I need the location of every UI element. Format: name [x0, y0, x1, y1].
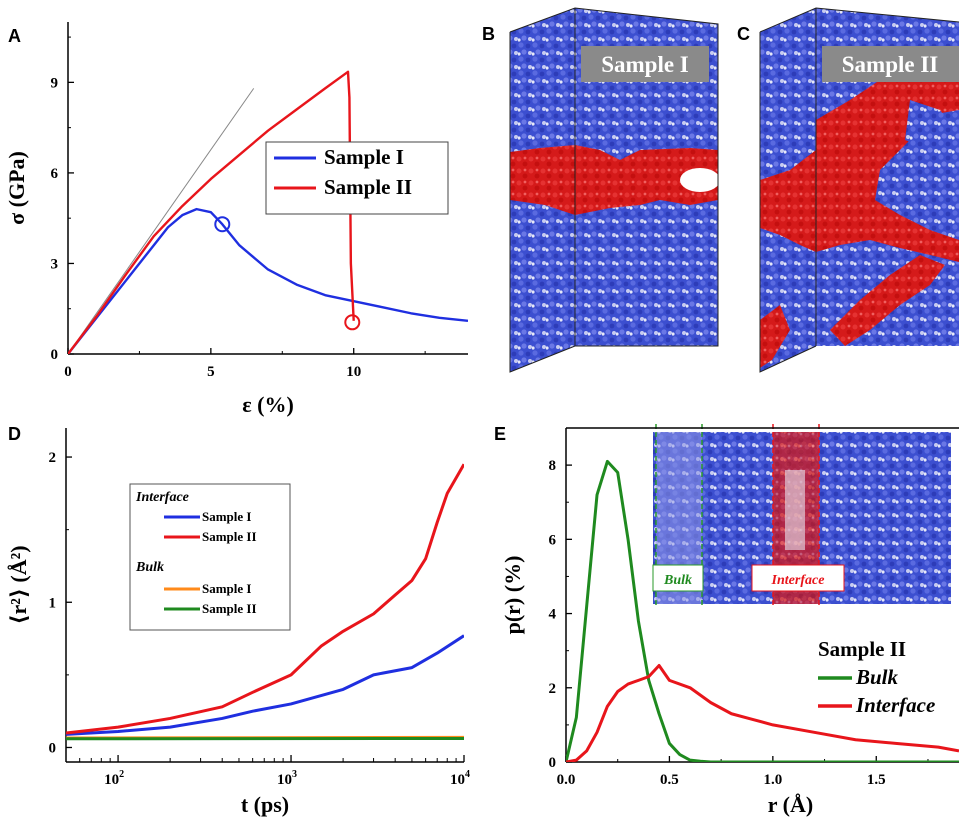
inset-label-interface: Interface — [771, 573, 825, 588]
marker-A — [344, 314, 361, 331]
x-tick-label-E: 0.5 — [660, 772, 679, 788]
panel-label-A: A — [8, 26, 21, 46]
x-tick-exp-D: 3 — [292, 769, 297, 780]
x-tick-label-E: 1.5 — [867, 772, 886, 788]
x-tick-exp-D: 4 — [465, 769, 470, 780]
series-line-A — [68, 207, 468, 354]
chart-E: 0.0 0.5 1.0 1.5 0 2 4 6 8 r (Å) p(r) (%) Bulk Interf… — [500, 424, 959, 817]
x-tick-label-E: 0.0 — [557, 772, 576, 788]
panel-label-E: E — [494, 424, 506, 444]
sample-I-label-box — [581, 46, 709, 82]
legend-label-A: Sample II — [324, 175, 412, 199]
legend-label-D: Sample II — [202, 601, 257, 616]
y-tick-label-E: 0 — [549, 755, 557, 771]
x-tick-label-E: 1.0 — [763, 772, 782, 788]
legend-title-E: Sample II — [818, 637, 906, 661]
y-tick-label-E: 4 — [549, 607, 557, 623]
legend-box-D — [129, 483, 291, 631]
inset-snapshot — [652, 424, 951, 606]
x-tick-label-D: 103 — [277, 769, 297, 788]
x-tick-label-A: 5 — [207, 364, 215, 380]
panel-label-D: D — [8, 424, 21, 444]
series-line-D — [66, 463, 464, 735]
y-tick-label-A: 3 — [51, 256, 59, 272]
sample-I-label: Sample I — [601, 52, 689, 77]
y-tick-label-D: 1 — [49, 595, 57, 611]
y-tick-label-E: 6 — [549, 532, 557, 548]
y-axis-label-A: σ (GPa) — [4, 151, 29, 225]
legend-label-E: Interface — [855, 693, 935, 717]
legend-box-A — [265, 141, 449, 215]
x-tick-label-D: 104 — [450, 769, 470, 788]
legend-group-label-D: Interface — [135, 490, 189, 505]
plot-area-D — [66, 463, 464, 741]
panel-label-B: B — [482, 24, 495, 44]
legend-group-label-D: Bulk — [135, 560, 164, 575]
y-tick-label-E: 2 — [549, 681, 557, 697]
reference-line-A — [68, 88, 255, 354]
series-line-A — [68, 70, 355, 354]
y-tick-label-A: 0 — [51, 347, 59, 363]
legend-label-E: Bulk — [855, 665, 899, 689]
plot-area-E — [566, 459, 959, 762]
y-tick-label-D: 0 — [49, 740, 57, 756]
x-axis-label-D: t (ps) — [241, 792, 289, 817]
x-tick-label-D: 102 — [104, 769, 124, 788]
chart-A: 0 5 10 0 3 6 9 ε (%) σ (GPa) Sample I Sample II — [4, 22, 468, 417]
y-tick-label-A: 9 — [51, 75, 59, 91]
legend-label-A: Sample I — [324, 145, 404, 169]
y-tick-label-A: 6 — [51, 166, 59, 182]
y-axis-label-E: p(r) (%) — [500, 556, 525, 635]
x-tick-exp-D: 2 — [119, 769, 124, 780]
marker-A — [214, 216, 231, 233]
legend-label-D: Sample II — [202, 529, 257, 544]
x-axis-label-A: ε (%) — [242, 392, 294, 417]
legend-label-D: Sample I — [202, 581, 251, 596]
y-axis-label-D: ⟨r²⟩ (Å²) — [6, 545, 31, 624]
panel-label-C: C — [737, 24, 750, 44]
series-line-E — [566, 459, 959, 762]
x-tick-label-A: 10 — [346, 364, 361, 380]
y-tick-label-E: 8 — [549, 458, 557, 474]
legend-label-D: Sample I — [202, 509, 251, 524]
plot-area-A — [68, 70, 468, 354]
series-line-D — [66, 634, 464, 736]
x-axis-label-E: r (Å) — [768, 792, 813, 817]
inset-label-bulk: Bulk — [663, 573, 692, 588]
snapshot-sample-II: Sample II — [759, 7, 959, 373]
x-tick-label-A: 0 — [64, 364, 72, 380]
sample-II-label: Sample II — [842, 52, 939, 77]
series-line-E — [566, 664, 959, 762]
snapshot-sample-I: Sample I — [509, 7, 720, 373]
chart-D: 102 103 104 0 1 2 t (ps) ⟨r²⟩ (Å²) Interface Bulk… — [6, 428, 470, 817]
sample-II-label-box — [822, 46, 959, 82]
y-tick-label-D: 2 — [49, 450, 57, 466]
